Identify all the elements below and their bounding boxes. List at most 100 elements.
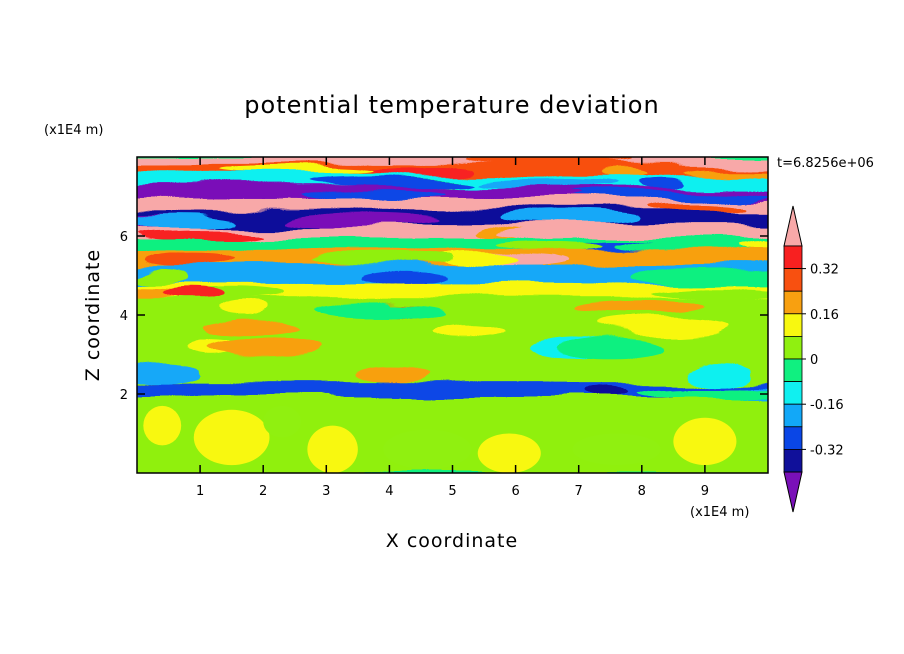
x-axis-ticks: 1 2 3 4 5 6 7 8 9 [196,157,709,499]
contour-lens [558,340,667,361]
contour-band [137,265,768,286]
contour-blob [477,433,541,473]
contour-lens [622,189,768,200]
x-unit-label: (x1E4 m) [690,505,749,520]
x-axis-label: X coordinate [386,530,518,552]
x-tick-label: 8 [638,484,646,499]
colorbar-box [783,268,803,292]
contour-lens [590,320,730,338]
contour-blob [307,425,358,473]
contour-lens [284,213,441,227]
contour-lens [736,240,768,251]
contour-lens [137,364,200,381]
colorbar-extend-min [783,471,803,513]
contour-lens [357,268,448,283]
contour-lens [463,157,631,167]
contour-lens [637,383,768,397]
colorbar-box [783,313,803,337]
colorbar: 0.32 0.16 0 -0.16 -0.32 [783,205,844,513]
contour-blob [572,433,661,466]
contour-lens [287,157,415,167]
x-tick-label: 9 [701,484,709,499]
contour-lens [137,268,191,283]
contour-lens [450,189,585,200]
colorbar-box [783,290,803,315]
colorbar-box [783,448,803,473]
contour-lens [313,253,455,267]
contour-lens [222,167,376,176]
contour-lens [497,229,633,239]
contour-lens [313,177,475,188]
contour-blob [193,409,270,466]
contour-lens [205,320,299,338]
contour-blob [383,429,472,470]
colorbar-label: -0.16 [810,398,844,413]
contour-lens [229,201,323,212]
x-tick-label: 4 [385,484,393,499]
contour-blob [143,405,182,446]
contour-blob [263,405,302,438]
colorbar-box [783,358,803,383]
y-tick-label: 4 [120,309,128,324]
contour-lens [313,300,444,318]
contour-lens [162,284,225,298]
contour-lens [357,364,432,381]
colorbar-extend-max [783,205,803,247]
contour-lens [150,383,273,397]
contour-lens [652,284,768,298]
contour-lens [217,157,303,167]
contour-lens [166,157,239,167]
colorbar-label: 0.32 [810,263,839,278]
contour-lens [497,213,638,227]
x-tick-label: 2 [259,484,267,499]
contour-blobs [143,405,737,473]
contour-lens [201,340,316,361]
colorbar-label: 0.16 [810,308,839,323]
x-tick-label: 6 [511,484,519,499]
colorbar-label: -0.32 [810,443,844,458]
contour-lens [216,300,267,318]
contour-lens [371,167,475,176]
contour-lens [440,253,520,267]
colorbar-box [783,426,803,450]
contour-lens [139,229,262,239]
y-tick-label: 6 [120,230,128,245]
chart-title: potential temperature deviation [244,91,659,119]
y-tick-label: 2 [120,388,128,403]
contour-lens [606,167,653,176]
contour-lens [435,320,506,338]
contour-lens [634,268,768,283]
colorbar-label: 0 [810,353,818,368]
contour-field [137,157,768,473]
contour-lens [497,240,601,251]
contour-band [137,281,768,302]
x-tick-label: 3 [322,484,330,499]
contour-lens [583,383,628,397]
contour-blob [673,417,737,466]
contour-lens [299,189,447,200]
contour-lens [681,364,749,381]
colorbar-box [783,403,803,428]
x-tick-label: 7 [575,484,583,499]
y-axis-ticks: 2 4 6 [120,230,768,403]
contour-lens [571,300,708,318]
contour-lens [143,253,235,267]
contour-lens [478,177,622,188]
contour-lens [681,167,768,176]
colorbar-box [783,381,803,405]
contour-lens [645,201,744,212]
time-label: t=6.8256e+06 [777,156,874,171]
colorbar-box [783,335,803,360]
contour-lens [244,229,421,239]
x-tick-label: 5 [448,484,456,499]
contour-lens [611,240,738,251]
y-axis-label: Z coordinate [82,249,104,381]
contour-lens [137,213,231,227]
x-tick-label: 1 [196,484,204,499]
contour-lens [731,268,768,283]
z-unit-label: (x1E4 m) [44,123,103,138]
contour-lens [642,177,689,188]
colorbar-box [783,245,803,270]
contour-lens [487,201,594,212]
